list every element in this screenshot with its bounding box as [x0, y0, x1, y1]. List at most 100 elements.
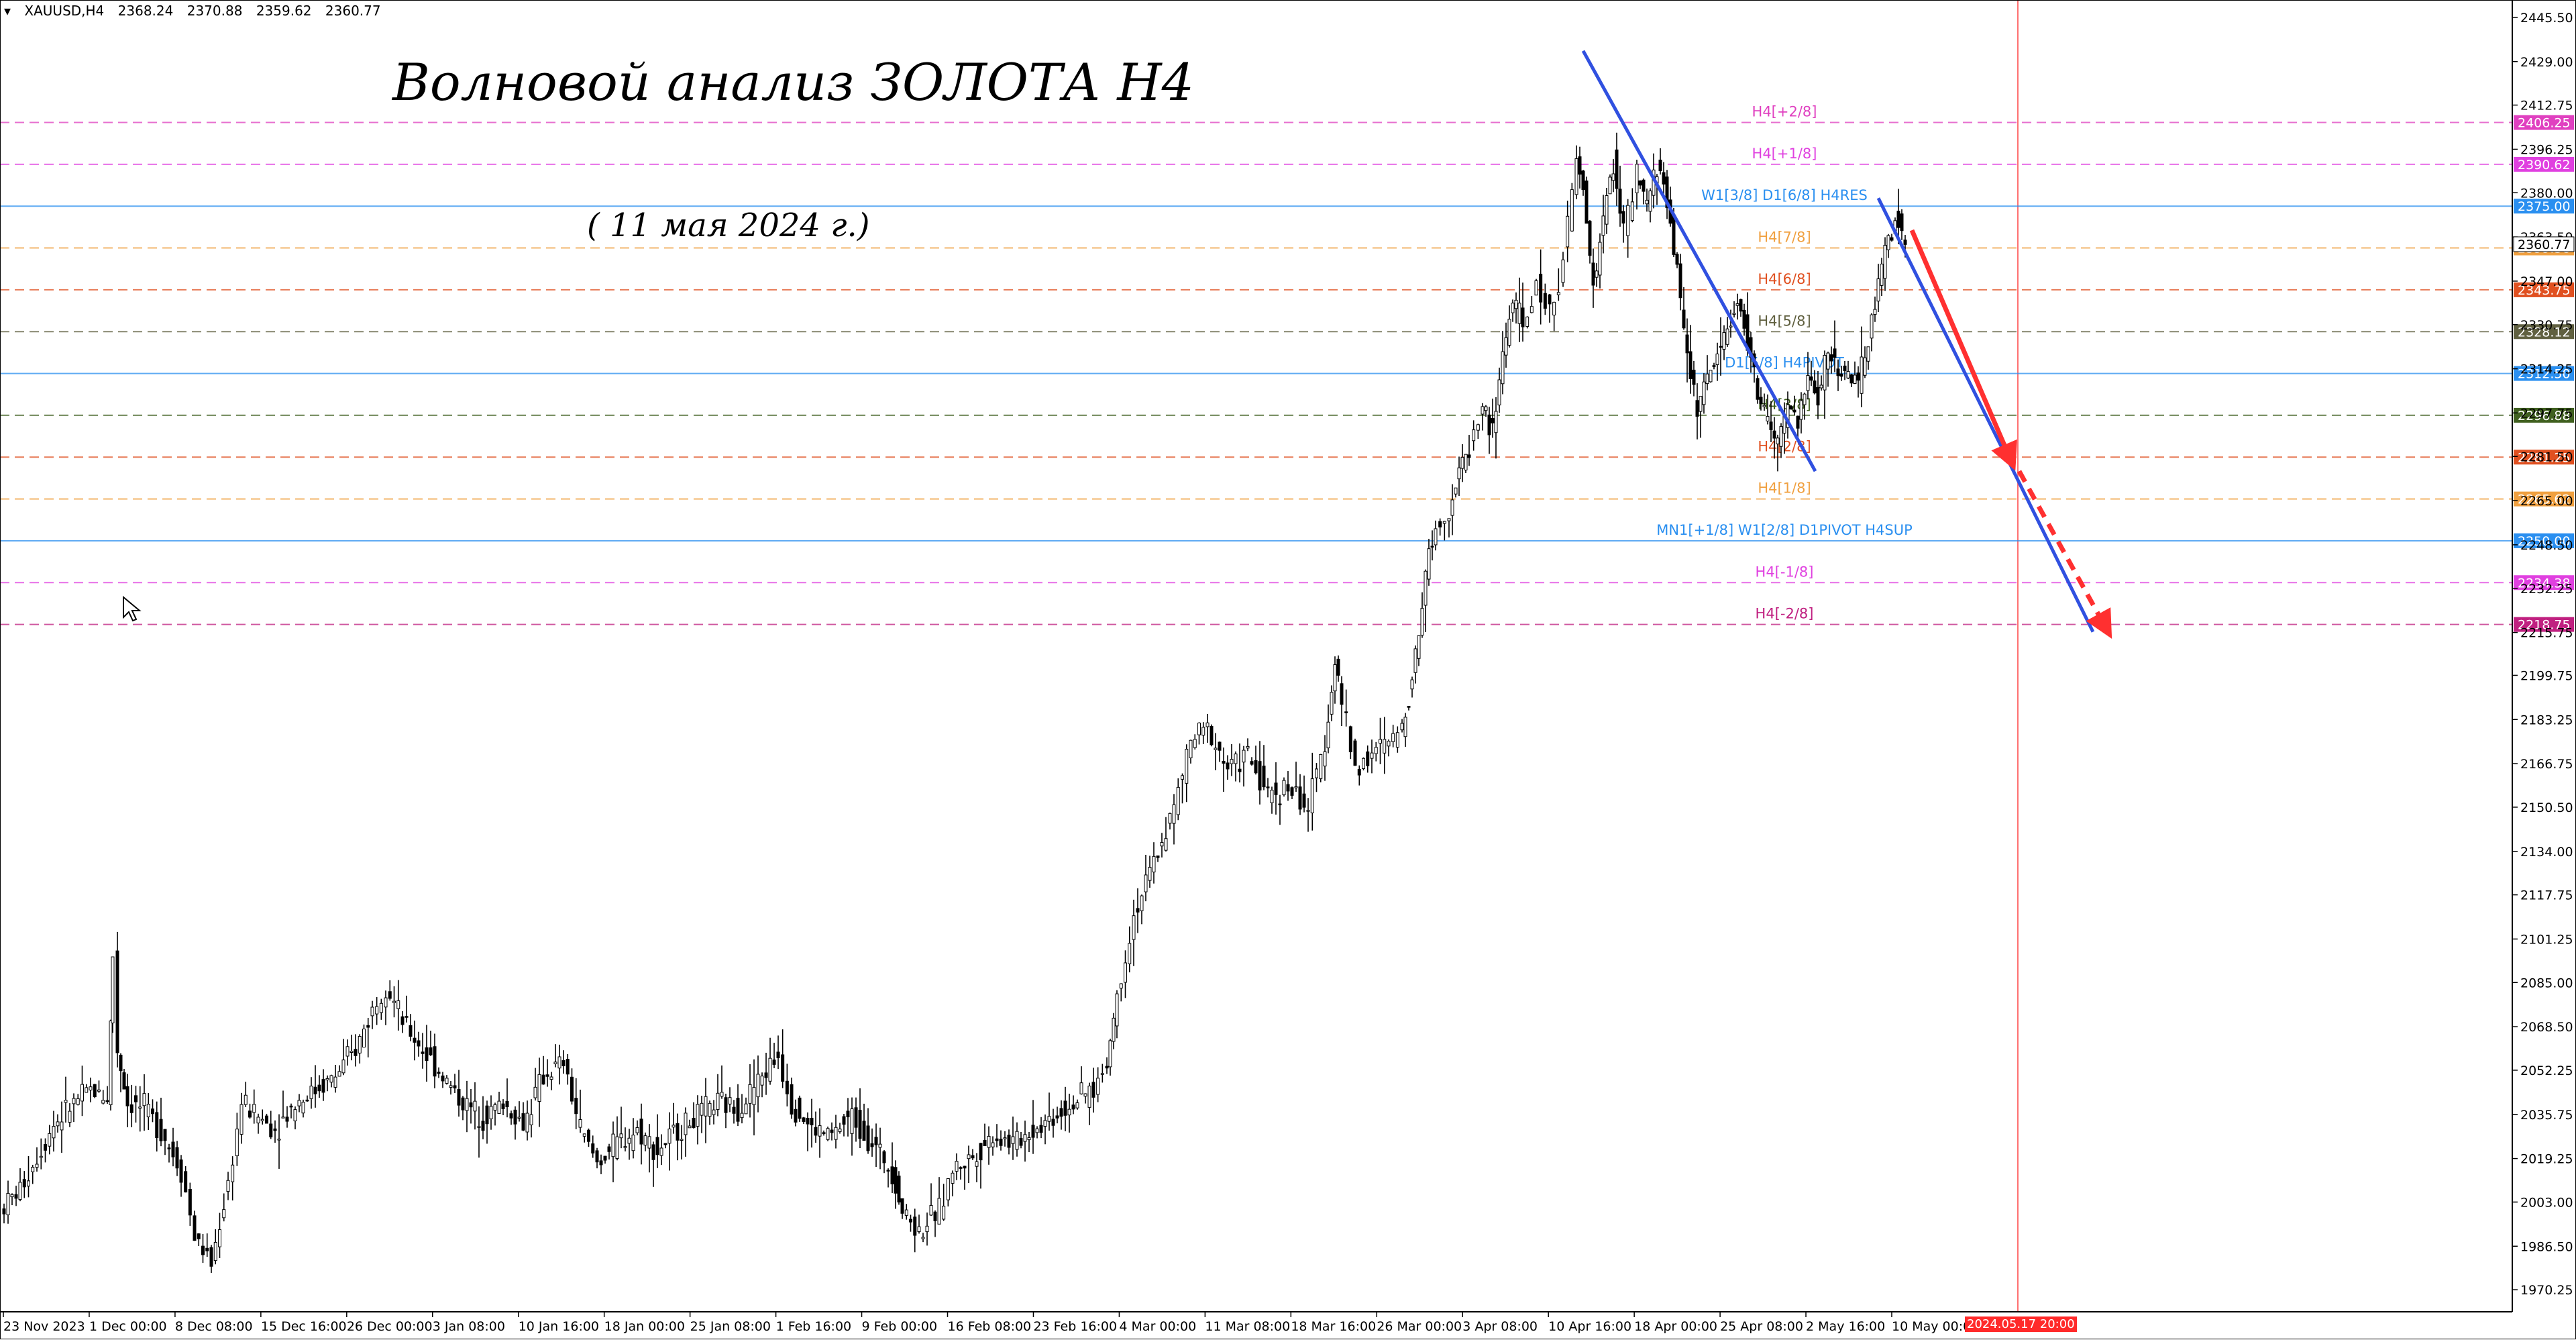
- y-tick-label: 2035.75: [2520, 1108, 2573, 1123]
- candle-body: [201, 1245, 205, 1255]
- candle-body: [285, 1117, 289, 1122]
- candle-body: [1608, 176, 1612, 195]
- y-tick-label: 2166.75: [2520, 757, 2573, 772]
- candle-body: [890, 1166, 894, 1184]
- candle-body: [1100, 1073, 1104, 1075]
- candle-body: [1193, 739, 1197, 748]
- x-tick-label: 26 Mar 00:00: [1377, 1319, 1462, 1334]
- chevron-down-icon[interactable]: ▾: [4, 3, 11, 19]
- candle-body: [188, 1188, 192, 1216]
- price-tag: 2375.00: [2518, 199, 2571, 214]
- candle-body: [1702, 381, 1706, 405]
- candle-body: [313, 1086, 317, 1094]
- candle-body: [1027, 1137, 1031, 1141]
- candle-body: [1015, 1131, 1019, 1150]
- candle-body: [175, 1147, 179, 1169]
- level-label: H4[7/8]: [1758, 229, 1811, 246]
- y-tick-label: 2314.25: [2520, 362, 2573, 377]
- candle-body: [1124, 962, 1127, 983]
- ohlc-open: 2368.24: [117, 3, 174, 19]
- candle-body: [921, 1237, 925, 1239]
- candle-body: [900, 1198, 904, 1214]
- candle-body: [1282, 780, 1286, 795]
- candle-body: [1222, 761, 1226, 764]
- candle-body: [946, 1178, 950, 1200]
- candle-body: [421, 1051, 425, 1054]
- level-label: H4[+2/8]: [1752, 104, 1817, 120]
- candle-body: [244, 1094, 248, 1105]
- candle-body: [405, 1016, 409, 1018]
- candle-body: [1326, 721, 1330, 749]
- candle-body: [716, 1092, 720, 1111]
- candle-body: [1336, 658, 1340, 676]
- candle-body: [1772, 430, 1776, 439]
- candle-body: [1286, 784, 1290, 792]
- candle-body: [1302, 793, 1306, 808]
- x-tick-label: 4 Mar 00:00: [1119, 1319, 1196, 1334]
- candle-body: [655, 1137, 659, 1155]
- candle-body: [1323, 751, 1327, 767]
- candle-body: [904, 1209, 908, 1216]
- candle-body: [1735, 303, 1739, 306]
- candle-body: [1119, 983, 1123, 989]
- candle-body: [720, 1092, 724, 1097]
- candle-body: [680, 1139, 684, 1141]
- price-tag: 2265.62: [2518, 493, 2571, 507]
- y-tick-label: 2101.25: [2520, 932, 2573, 947]
- candle-body: [1665, 176, 1669, 209]
- candle-body: [1366, 751, 1370, 766]
- x-tick-label: 23 Feb 16:00: [1033, 1319, 1117, 1334]
- x-tick-label: 18 Mar 16:00: [1291, 1319, 1376, 1334]
- mouse-pointer-icon: [123, 596, 142, 622]
- candle-body: [712, 1109, 716, 1115]
- symbol-header[interactable]: ▾ XAUUSD,H4 2368.24 2370.88 2359.62 2360…: [4, 3, 390, 19]
- candle-body: [14, 1194, 18, 1199]
- candle-body: [76, 1098, 80, 1105]
- candle-body: [1729, 325, 1733, 328]
- x-tick-label: 9 Feb 00:00: [862, 1319, 938, 1334]
- candle-body: [651, 1144, 655, 1160]
- price-tag-bg: [2514, 156, 2574, 172]
- candle-body: [1809, 376, 1813, 381]
- y-tick-label: 2019.25: [2520, 1152, 2573, 1167]
- candle-body: [1529, 306, 1534, 313]
- candle-body: [595, 1150, 599, 1163]
- candle-body: [1357, 769, 1361, 776]
- candle-body: [790, 1084, 794, 1115]
- candle-body: [1181, 775, 1184, 780]
- y-tick-label: 2396.25: [2520, 142, 2573, 157]
- candle-body: [122, 1072, 126, 1090]
- candle-body: [744, 1103, 748, 1115]
- candle-body: [521, 1113, 525, 1131]
- candle-body: [1031, 1125, 1035, 1138]
- y-tick-label: 2281.50: [2520, 450, 2573, 464]
- candle-body: [818, 1125, 822, 1137]
- candle-body: [449, 1085, 453, 1088]
- price-tag: 2234.38: [2518, 576, 2571, 590]
- y-tick-label: 2052.25: [2520, 1064, 2573, 1078]
- candle-body: [155, 1112, 159, 1138]
- candle-body: [700, 1102, 704, 1116]
- candle-body: [1067, 1108, 1071, 1116]
- candle-body: [151, 1108, 154, 1115]
- candle-body: [1725, 328, 1729, 345]
- candle-body: [1876, 278, 1880, 302]
- candle-body: [1420, 608, 1424, 636]
- candle-body: [639, 1119, 643, 1145]
- candle-body: [1210, 725, 1214, 745]
- candle-body: [167, 1147, 171, 1149]
- price-series: [2, 132, 1907, 1273]
- price-tag-bg: [2514, 407, 2574, 423]
- candle-body: [1246, 745, 1250, 749]
- candle-body: [509, 1113, 513, 1119]
- price-tag: 2343.75: [2518, 283, 2571, 298]
- candle-body: [101, 1100, 105, 1104]
- drawing-tools[interactable]: [1581, 50, 2112, 639]
- candle-body: [1497, 379, 1501, 406]
- candle-body: [1254, 760, 1258, 774]
- candle-body: [184, 1171, 188, 1193]
- candle-body: [1856, 372, 1860, 381]
- candle-body: [213, 1241, 217, 1261]
